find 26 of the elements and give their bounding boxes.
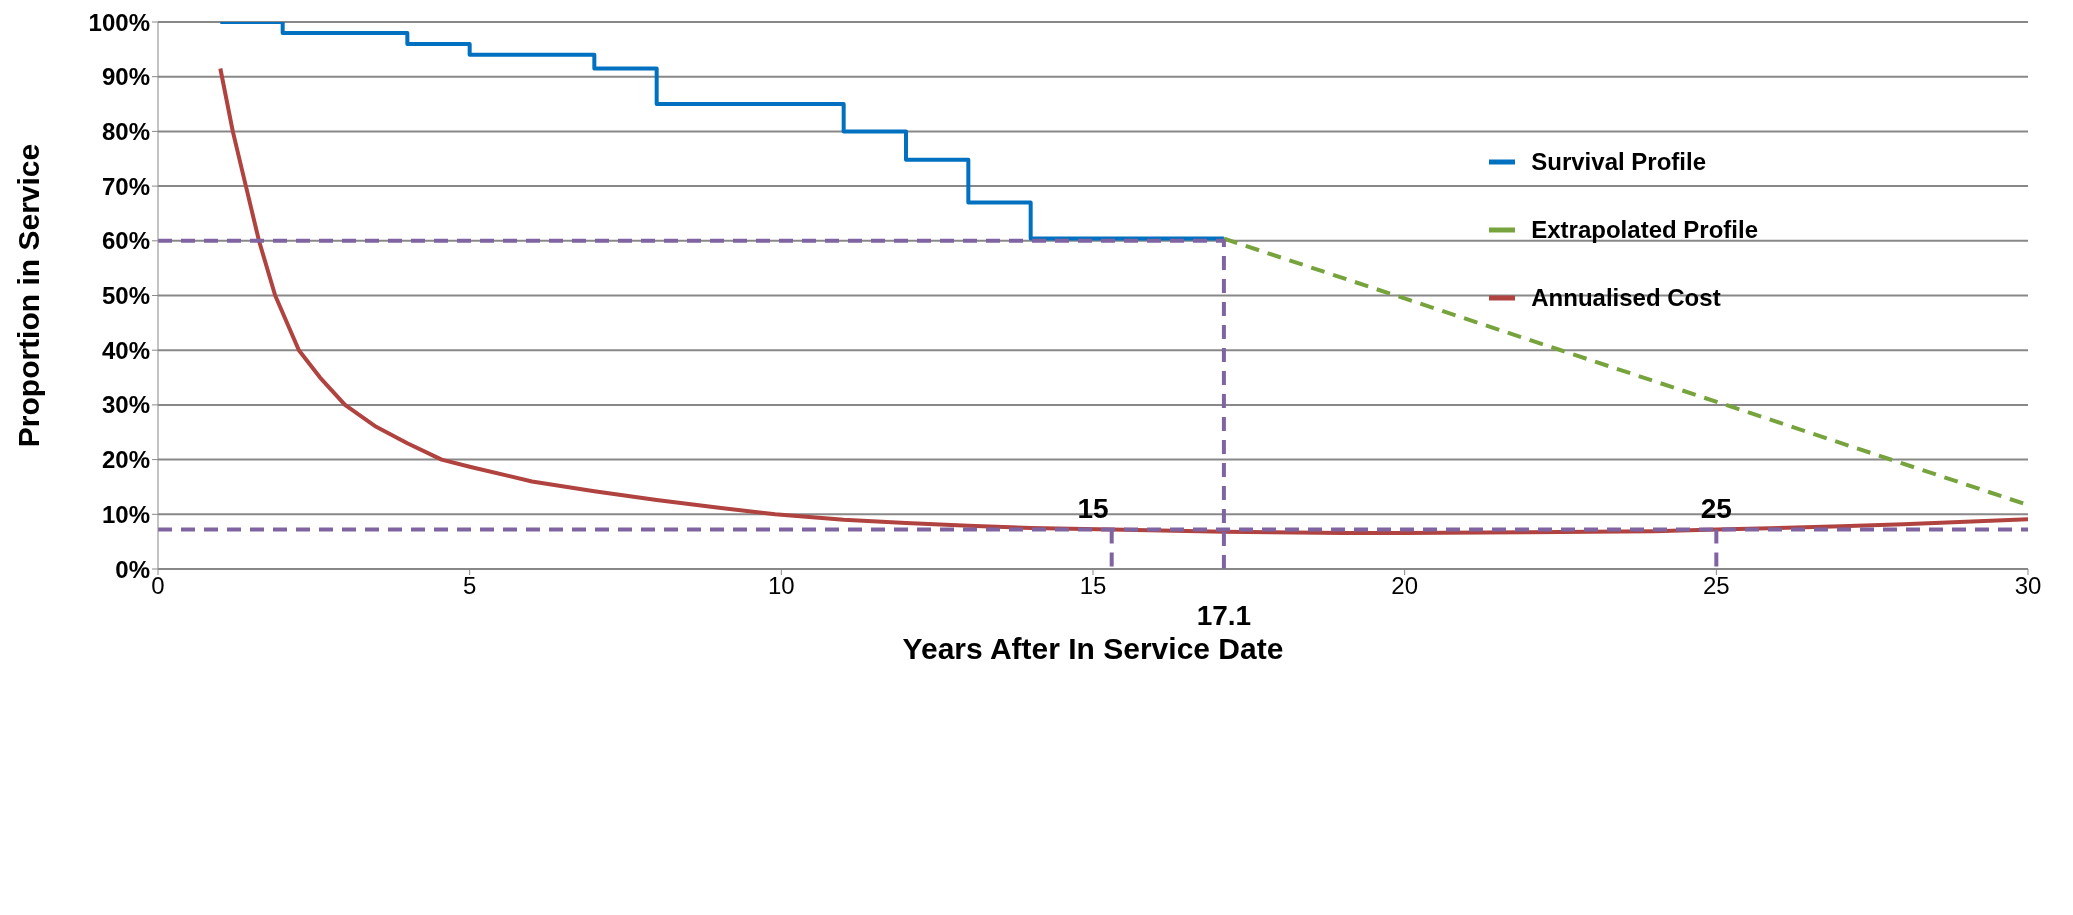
legend-label: Extrapolated Profile: [1531, 216, 1758, 244]
y-tick-label: 20%: [101, 446, 150, 474]
x-tick-label: 30: [2014, 572, 2042, 600]
y-tick-label: 60%: [101, 227, 150, 255]
y-tick-label: 40%: [101, 336, 150, 364]
y-tick-label: 90%: [101, 63, 150, 91]
y-tick-label: 10%: [101, 500, 150, 528]
y-tick-label: 50%: [101, 282, 150, 310]
x-tick-label: 10: [767, 572, 795, 600]
annotation: 15: [1077, 492, 1109, 524]
x-tick-label: 15: [1079, 572, 1107, 600]
x-tick-label: 5: [462, 572, 477, 600]
y-tick-label: 80%: [101, 117, 150, 145]
legend-label: Survival Profile: [1531, 148, 1707, 176]
x-axis-title: Years After In Service Date: [902, 632, 1284, 665]
annotation: 17.1: [1196, 599, 1252, 631]
legend-label: Annualised Cost: [1531, 284, 1721, 312]
x-tick-label: 20: [1391, 572, 1419, 600]
y-tick-label: 70%: [101, 172, 150, 200]
y-tick-label: 30%: [101, 391, 150, 419]
x-tick-label: 25: [1702, 572, 1730, 600]
annotation: 25: [1700, 492, 1732, 524]
y-tick-label: 0%: [115, 555, 150, 583]
y-tick-label: 100%: [88, 8, 150, 36]
y-axis-title: Proportion in Service: [11, 143, 45, 448]
x-tick-label: 0: [151, 572, 165, 600]
